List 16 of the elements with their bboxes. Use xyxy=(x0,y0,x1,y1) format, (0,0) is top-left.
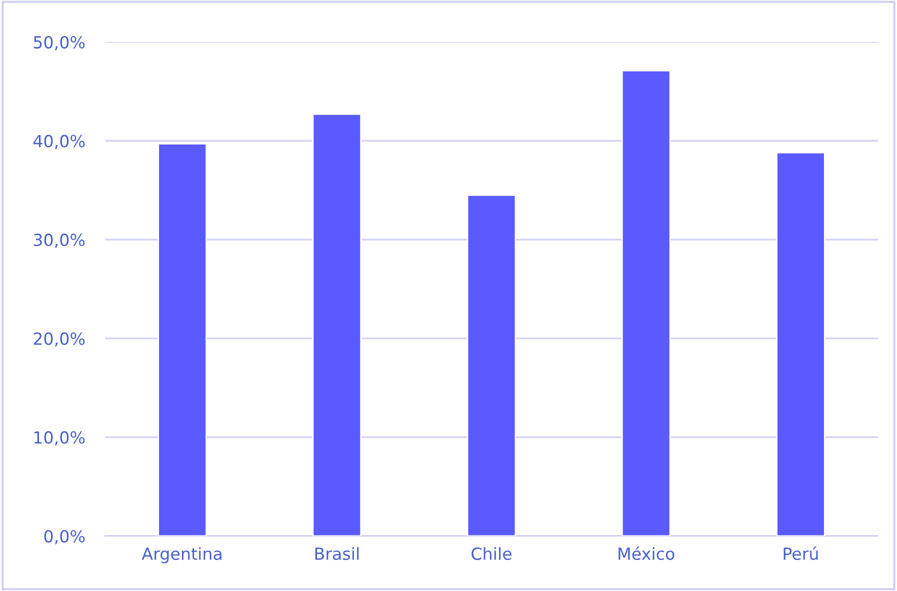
x-tick-label: México xyxy=(618,546,674,560)
x-tick-label: Perú xyxy=(784,546,818,560)
y-tick-label: 50,0% xyxy=(34,36,85,50)
bar xyxy=(466,194,516,536)
x-tick-label: Chile xyxy=(472,547,512,560)
bar xyxy=(776,152,826,536)
x-tick-label: Argentina xyxy=(142,547,222,564)
y-tick-label: 30,0% xyxy=(34,234,85,248)
bar xyxy=(621,70,671,536)
x-tick-label: Brasil xyxy=(315,547,359,560)
bar xyxy=(312,113,362,536)
y-tick-label: 40,0% xyxy=(33,134,85,150)
y-tick-label: 20,0% xyxy=(34,332,85,347)
bar xyxy=(158,143,207,536)
y-tick-label: 0,0% xyxy=(44,530,85,544)
y-tick-label: 10,0% xyxy=(34,431,85,446)
